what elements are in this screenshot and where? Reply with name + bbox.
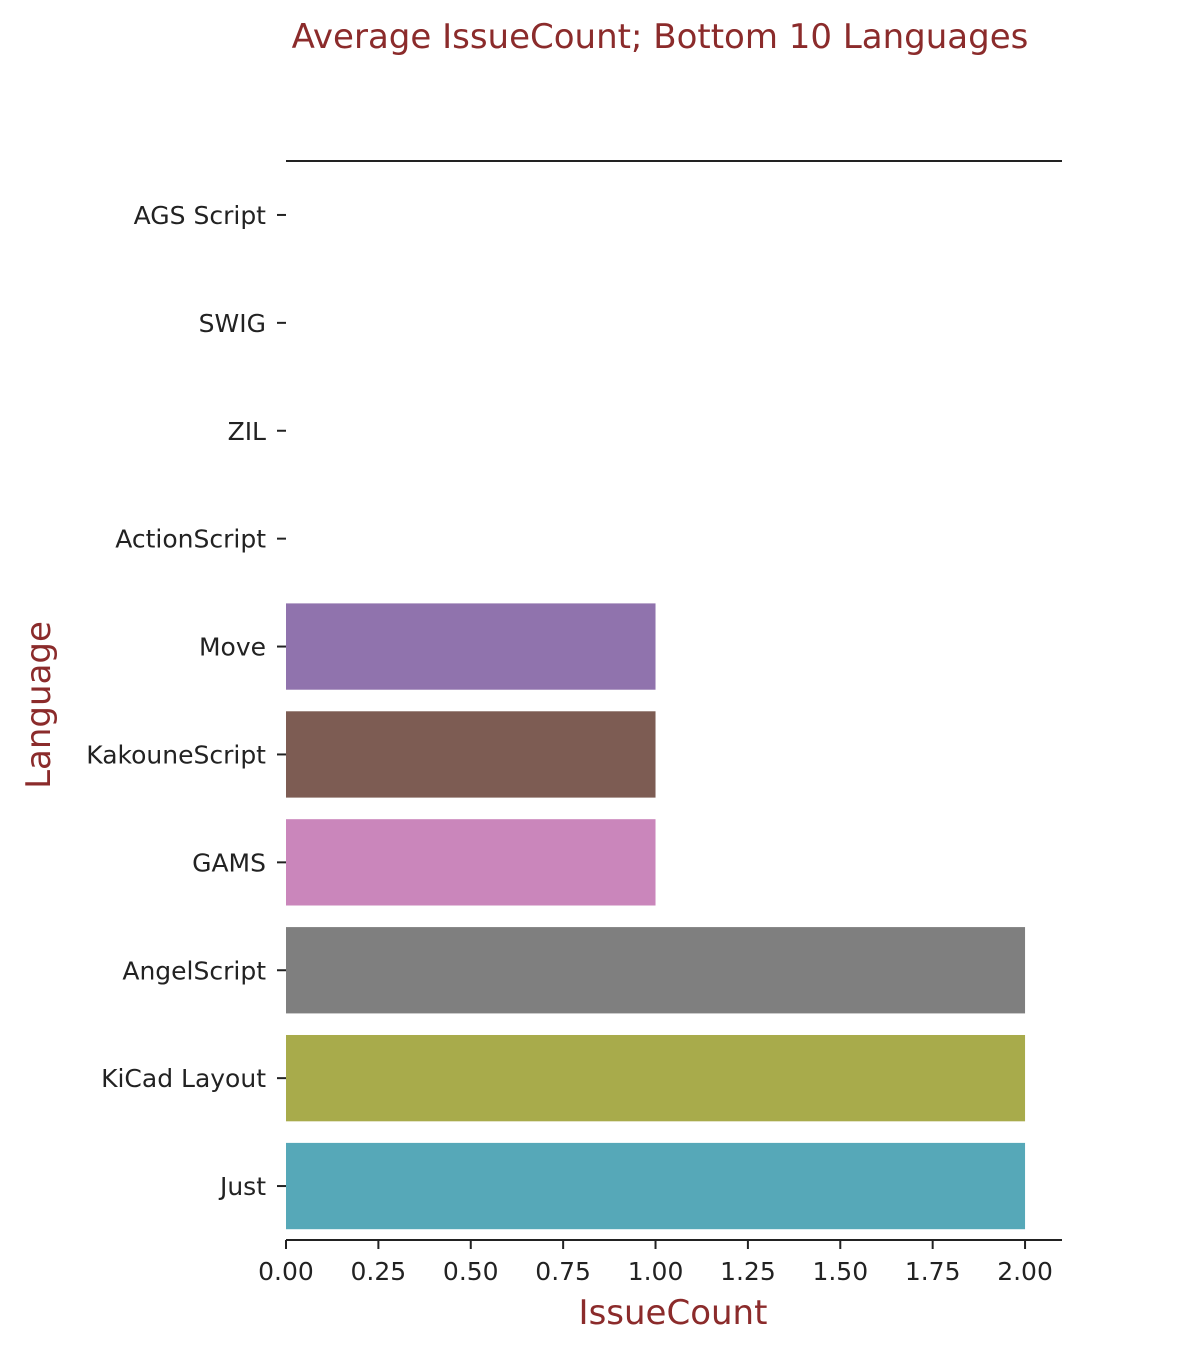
y-tick-label: Just [218, 1172, 266, 1201]
x-tick-label: 0.75 [535, 1257, 591, 1286]
x-tick-label: 2.00 [997, 1257, 1053, 1286]
x-tick-label: 1.50 [812, 1257, 868, 1286]
y-tick-label: KakouneScript [86, 740, 266, 769]
y-axis-title: Language [19, 621, 59, 789]
x-tick-label: 0.50 [443, 1257, 499, 1286]
y-tick-label: SWIG [199, 309, 266, 338]
y-tick-label: AGS Script [134, 201, 267, 230]
bar-just [286, 1142, 1026, 1230]
y-tick-label: Move [199, 633, 266, 662]
y-tick-label: GAMS [192, 848, 266, 877]
y-tick-label: AngelScript [122, 956, 266, 985]
y-tick-label: KiCad Layout [101, 1064, 266, 1093]
x-tick-label: 1.75 [905, 1257, 961, 1286]
y-tick-label: ZIL [228, 417, 266, 446]
chart-title: Average IssueCount; Bottom 10 Languages [292, 17, 1029, 57]
bar-angelscript [286, 927, 1026, 1014]
plot-area: AGS Script SWIG ZIL ActionScript Move Kakoune… [86, 160, 1062, 1286]
bar-kakounescript [286, 711, 656, 798]
x-tick-label: 0.00 [258, 1257, 314, 1286]
bar-kicad-layout [286, 1034, 1026, 1122]
bar-gams [286, 819, 656, 906]
x-tick-label: 0.25 [351, 1257, 407, 1286]
y-tick-label: ActionScript [115, 525, 266, 554]
x-axis-title: IssueCount [579, 1293, 768, 1333]
x-tick-label: 1.25 [720, 1257, 776, 1286]
bar-move [286, 603, 656, 690]
x-tick-label: 1.00 [628, 1257, 684, 1286]
